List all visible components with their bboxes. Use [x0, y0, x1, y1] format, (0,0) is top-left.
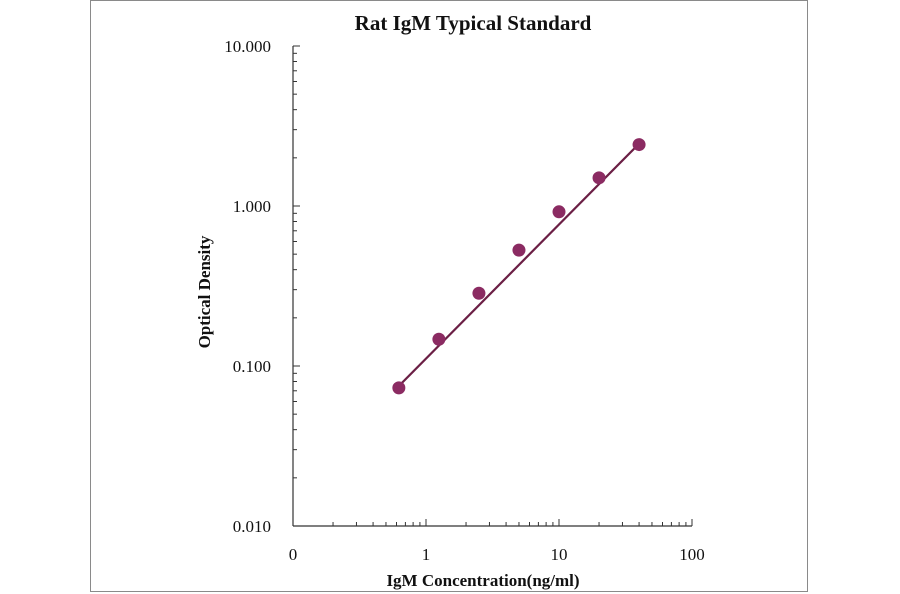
x-axis-title: IgM Concentration(ng/ml) [386, 571, 579, 590]
x-tick-label: 10 [551, 545, 568, 564]
chart-frame [90, 0, 808, 592]
data-points [392, 138, 646, 395]
y-tick-label: 0.010 [233, 517, 271, 536]
data-point [632, 138, 646, 152]
chart-title: Rat IgM Typical Standard [355, 11, 592, 35]
y-tick-label: 0.100 [233, 357, 271, 376]
data-point [472, 286, 486, 300]
x-tick-label: 1 [422, 545, 431, 564]
x-tick-label: 0 [289, 545, 298, 564]
axes: 10.000 1.000 0.100 0.010 0 1 10 100 [224, 37, 705, 564]
data-point [432, 332, 446, 346]
y-tick-label: 10.000 [224, 37, 271, 56]
data-point [552, 205, 566, 219]
y-tick-label: 1.000 [233, 197, 271, 216]
y-axis-title: Optical Density [195, 235, 214, 348]
data-point [512, 243, 526, 257]
data-point [392, 381, 406, 395]
data-point [592, 171, 606, 185]
x-tick-label: 100 [679, 545, 705, 564]
